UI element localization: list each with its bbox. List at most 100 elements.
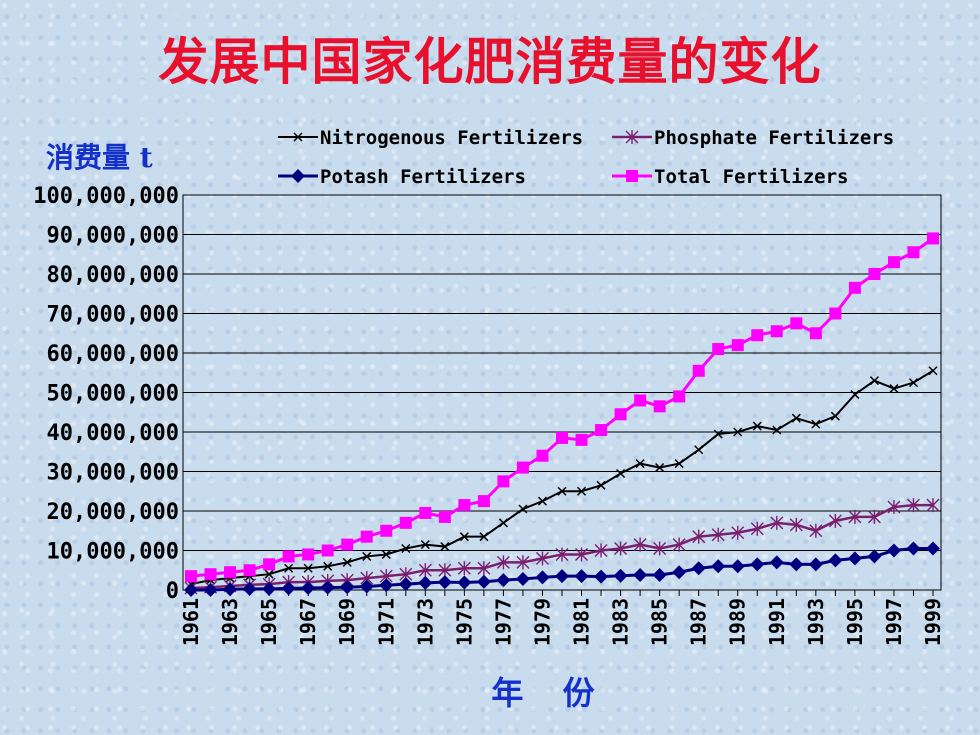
data-point: [401, 543, 411, 554]
data-point: [674, 459, 684, 469]
data-point: [889, 384, 899, 394]
data-point: [713, 429, 723, 439]
data-point: [887, 500, 901, 515]
data-point: [613, 568, 628, 583]
data-point: [515, 571, 530, 586]
y-tick-label: 80,000,000: [47, 263, 179, 288]
data-point: [750, 521, 764, 536]
data-point: [575, 433, 588, 446]
data-point: [203, 583, 218, 597]
data-point: [537, 496, 548, 506]
data-point: [556, 431, 568, 444]
data-point: [459, 532, 469, 542]
data-point: [321, 544, 334, 557]
data-point: [711, 559, 726, 574]
data-point: [301, 581, 316, 596]
data-point: [594, 543, 608, 558]
data-point: [848, 281, 861, 294]
data-point: [340, 580, 355, 595]
data-point: [811, 419, 821, 429]
data-point: [342, 557, 352, 567]
data-point: [496, 555, 510, 570]
x-tick-label: 1965: [257, 598, 281, 646]
data-point: [496, 573, 511, 588]
data-point: [672, 537, 686, 552]
series-potash-fertilizers: [184, 541, 940, 597]
data-point: [262, 581, 277, 596]
data-point: [908, 378, 919, 388]
y-tick-label: 90,000,000: [47, 224, 179, 249]
data-point: [477, 495, 490, 508]
data-point: [302, 548, 315, 561]
x-tick-label: 1973: [413, 598, 437, 646]
data-point: [808, 557, 823, 572]
data-point: [848, 509, 862, 524]
x-tick-label: 1969: [335, 598, 359, 646]
data-point: [516, 555, 530, 570]
data-point: [614, 408, 627, 421]
data-point: [750, 557, 765, 572]
data-point: [419, 506, 432, 519]
data-point: [850, 389, 860, 400]
data-point: [263, 558, 276, 571]
data-point: [281, 581, 296, 596]
data-point: [655, 463, 665, 473]
data-point: [498, 518, 508, 528]
data-point: [458, 499, 471, 512]
data-point: [927, 232, 939, 245]
data-point: [440, 542, 450, 552]
y-tick-label: 40,000,000: [47, 421, 179, 446]
data-point: [437, 575, 452, 590]
data-point: [204, 568, 217, 581]
data-point: [711, 527, 725, 542]
data-point: [751, 329, 764, 342]
data-point: [868, 268, 881, 280]
data-point: [438, 510, 451, 523]
data-point: [476, 574, 491, 589]
data-point: [555, 547, 569, 562]
data-point: [633, 537, 647, 552]
x-tick-label: 1971: [374, 598, 398, 646]
data-point: [694, 445, 704, 455]
data-point: [557, 486, 567, 496]
data-point: [616, 468, 626, 479]
data-point: [673, 390, 686, 403]
data-point: [223, 582, 238, 597]
data-point: [733, 427, 743, 437]
data-point: [535, 570, 550, 585]
y-tick-label: 70,000,000: [47, 303, 179, 328]
legend-marker: [293, 132, 303, 142]
data-point: [691, 561, 706, 576]
data-point: [320, 580, 335, 595]
y-tick-label: 100,000,000: [33, 184, 179, 209]
data-point: [867, 509, 881, 524]
data-point: [398, 577, 413, 592]
data-point: [653, 400, 666, 413]
data-point: [282, 550, 295, 563]
data-point: [692, 529, 706, 544]
x-tick-label: 1967: [296, 598, 320, 646]
data-point: [847, 551, 862, 566]
data-point: [887, 256, 900, 269]
data-point: [284, 563, 294, 573]
data-point: [184, 583, 198, 597]
x-tick-label: 1997: [882, 598, 906, 646]
data-point: [185, 570, 197, 583]
data-point: [907, 246, 920, 259]
data-point: [770, 515, 784, 530]
x-tick-label: 1981: [570, 598, 594, 646]
x-tick-label: 1989: [726, 598, 750, 646]
data-point: [928, 366, 938, 376]
data-point: [362, 551, 372, 561]
y-tick-label: 60,000,000: [47, 342, 179, 367]
data-point: [828, 513, 842, 528]
legend-marker: [626, 170, 638, 182]
x-tick-label: 1985: [648, 598, 672, 646]
x-tick-label: 1991: [765, 598, 789, 646]
data-point: [399, 516, 412, 529]
data-point: [438, 563, 452, 578]
data-point: [635, 459, 645, 469]
data-point: [457, 561, 471, 576]
data-point: [536, 449, 549, 462]
